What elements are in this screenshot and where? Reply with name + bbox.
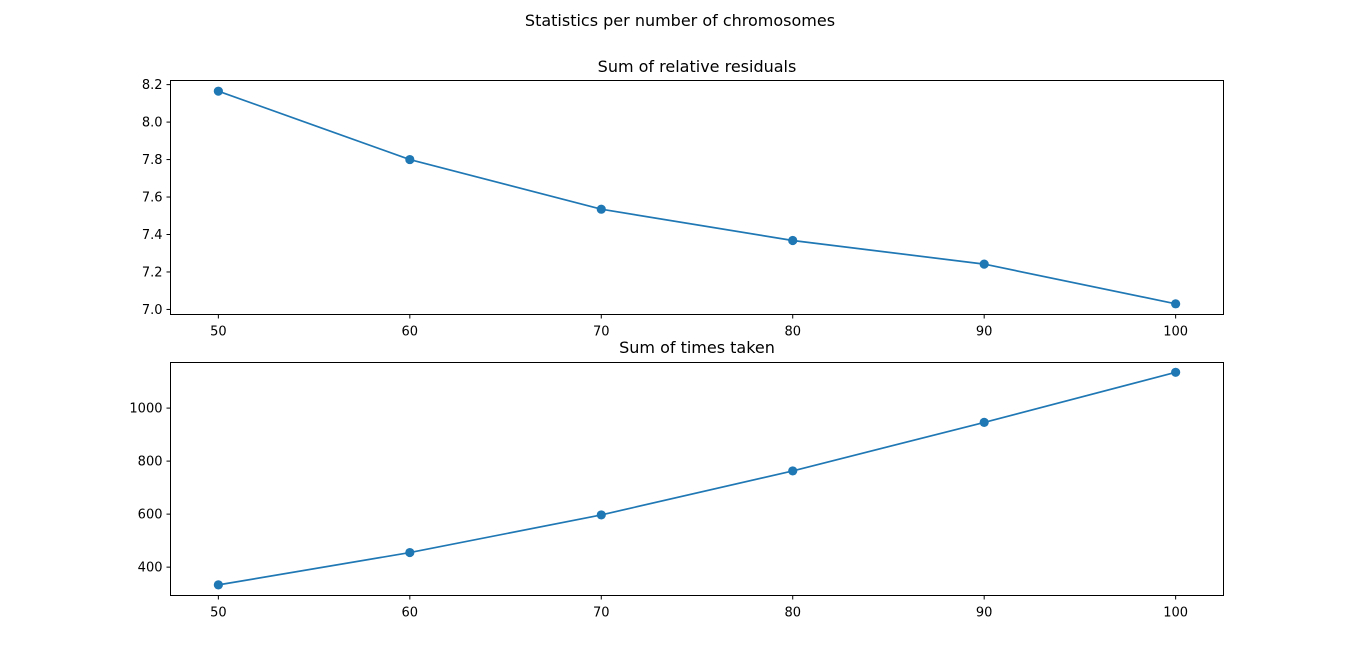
times-y-tick-label: 1000 <box>129 402 162 417</box>
residuals-data-point <box>979 259 989 269</box>
times-y-tick-label: 400 <box>138 561 163 576</box>
residuals-x-axis: 50 60 70 80 90 100 <box>210 314 1188 340</box>
times-y-tick-label: 800 <box>138 455 163 470</box>
times-x-tick-label: 100 <box>1163 606 1188 621</box>
residuals-data-point <box>1171 299 1181 309</box>
times-x-tick-label: 70 <box>593 606 610 621</box>
residuals-data-point <box>213 86 223 96</box>
residuals-y-tick-label: 7.2 <box>142 265 163 280</box>
figure-suptitle: Statistics per number of chromosomes <box>525 11 835 30</box>
residuals-y-tick-label: 7.8 <box>142 153 163 168</box>
times-x-tick-label: 80 <box>784 606 801 621</box>
residuals-series-line <box>218 90 1176 305</box>
times-y-axis: 400 600 800 1000 <box>129 402 171 576</box>
times-axes-frame <box>170 362 1224 596</box>
times-subplot-title: Sum of times taken <box>619 338 775 357</box>
times-data-point <box>405 547 415 558</box>
residuals-data-point <box>596 204 606 214</box>
residuals-x-tick-label: 70 <box>593 325 610 340</box>
residuals-y-tick-label: 7.4 <box>142 228 163 243</box>
residuals-data-point <box>788 235 798 246</box>
residuals-x-tick-label: 60 <box>402 325 419 340</box>
times-subplot: Sum of times taken 50 60 70 80 90 100 400 600 8… <box>129 338 1224 621</box>
times-series-line <box>218 371 1176 586</box>
times-y-tick-label: 600 <box>138 508 163 523</box>
residuals-axes-frame <box>170 80 1224 315</box>
residuals-x-tick-label: 100 <box>1163 325 1188 340</box>
residuals-plot-area <box>213 86 1181 309</box>
residuals-x-tick-label: 50 <box>210 325 227 340</box>
residuals-x-tick-label: 80 <box>784 325 801 340</box>
residuals-y-axis: 7.0 7.2 7.4 7.6 7.8 8.0 8.2 <box>142 78 171 318</box>
residuals-y-tick-label: 8.0 <box>142 116 163 131</box>
times-x-tick-label: 60 <box>402 606 419 621</box>
times-data-point <box>213 580 223 590</box>
residuals-x-tick-label: 90 <box>976 325 993 340</box>
times-x-axis: 50 60 70 80 90 100 <box>210 595 1188 621</box>
times-x-tick-label: 90 <box>976 606 993 621</box>
residuals-data-point <box>405 154 415 165</box>
times-data-point <box>979 417 989 428</box>
residuals-y-tick-label: 7.6 <box>142 191 163 206</box>
residuals-subplot-title: Sum of relative residuals <box>598 57 797 76</box>
times-plot-area <box>213 367 1181 590</box>
times-data-point <box>788 466 798 476</box>
times-data-point <box>1171 367 1181 377</box>
times-x-tick-label: 50 <box>210 606 227 621</box>
times-data-point <box>596 510 606 520</box>
residuals-y-tick-label: 8.2 <box>142 78 163 93</box>
residuals-subplot: Sum of relative residuals 50 60 70 80 90 100 … <box>142 57 1224 340</box>
residuals-y-tick-label: 7.0 <box>142 303 163 318</box>
